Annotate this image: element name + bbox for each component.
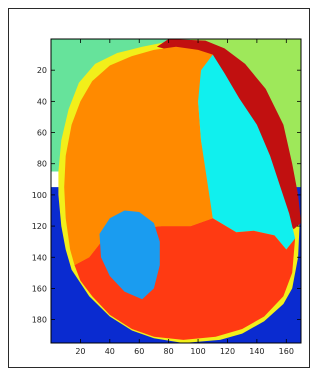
- region-light-blue: [99, 210, 160, 300]
- region-orange: [64, 46, 213, 266]
- x-tick-label: 20: [75, 347, 85, 356]
- y-tick-label: 20: [37, 66, 47, 75]
- x-tick-label: 160: [279, 347, 294, 356]
- y-tick-label: 140: [32, 253, 47, 262]
- y-tick-label: 80: [37, 160, 47, 169]
- heatmap-regions: [51, 39, 301, 343]
- y-tick-label: 160: [32, 284, 47, 293]
- y-tick-label: 180: [32, 316, 47, 325]
- segmentation-heatmap: 20 40 60 80 100 120 140 160 20 40 60 80 100 120 140 16…: [32, 38, 302, 356]
- y-tick-label: 100: [32, 191, 47, 200]
- y-tick-label: 60: [37, 129, 47, 138]
- region-cyan: [198, 54, 296, 250]
- y-tick-label: 40: [37, 97, 47, 106]
- x-tick-label: 80: [164, 347, 174, 356]
- figure-frame: 20 40 60 80 100 120 140 160 20 40 60 80 100 120 140 16…: [8, 8, 310, 368]
- x-tick-label: 40: [105, 347, 115, 356]
- x-tick-label: 60: [134, 347, 144, 356]
- y-axis: 20 40 60 80 100 120 140 160 180: [32, 66, 301, 325]
- y-tick-label: 120: [32, 222, 47, 231]
- plot-border: [50, 38, 302, 344]
- x-tick-label: 140: [249, 347, 264, 356]
- x-axis: 20 40 60 80 100 120 140 160: [75, 39, 294, 356]
- x-tick-label: 100: [190, 347, 205, 356]
- x-tick-label: 120: [220, 347, 235, 356]
